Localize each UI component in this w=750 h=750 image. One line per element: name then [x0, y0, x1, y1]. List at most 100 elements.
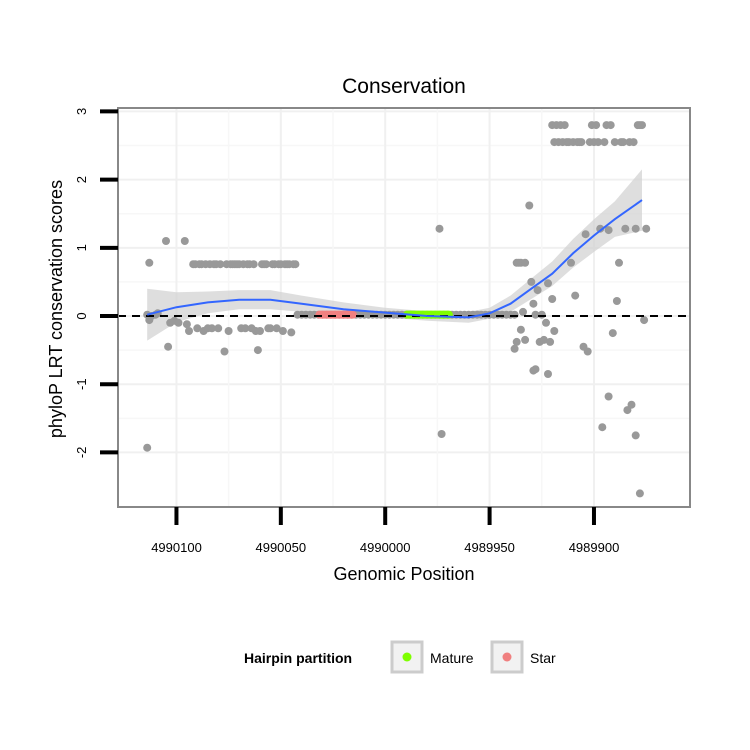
y-tick-label: 0 — [74, 312, 89, 319]
data-point — [435, 224, 444, 233]
legend-key-mature — [402, 652, 412, 662]
data-point — [621, 224, 630, 233]
panel-border — [117, 107, 691, 508]
data-point — [571, 291, 580, 300]
data-point — [629, 138, 638, 147]
y-tick-label: -2 — [74, 447, 89, 459]
data-point — [592, 121, 601, 130]
data-point — [253, 346, 262, 355]
data-point — [596, 224, 605, 233]
data-point — [640, 316, 649, 325]
x-tick-label: 4989900 — [569, 540, 620, 555]
x-axis-title: Genomic Position — [333, 564, 474, 584]
data-point — [510, 344, 519, 353]
data-point — [577, 138, 586, 147]
data-point — [278, 327, 287, 335]
data-point — [544, 370, 552, 378]
data-point — [249, 260, 258, 269]
data-point — [180, 237, 189, 245]
data-point — [527, 277, 536, 286]
data-point — [162, 237, 170, 245]
data-point — [510, 310, 519, 319]
data-point — [519, 307, 527, 316]
data-point — [287, 328, 296, 337]
data-point — [542, 318, 550, 327]
band-star — [315, 310, 357, 319]
data-point — [531, 365, 540, 374]
data-point — [185, 327, 193, 335]
data-point — [164, 342, 173, 351]
x-tick-label: 4990100 — [151, 540, 202, 555]
data-point — [642, 224, 651, 233]
data-point — [550, 327, 559, 335]
data-point — [548, 295, 557, 303]
data-point — [220, 347, 229, 356]
data-point — [241, 324, 250, 333]
y-tick-label: 1 — [74, 244, 89, 251]
y-tick-label: 3 — [74, 108, 89, 115]
data-point — [546, 337, 555, 346]
data-point — [638, 121, 646, 130]
data-point — [525, 201, 534, 210]
legend-title: Hairpin partition — [244, 650, 352, 666]
data-point — [631, 431, 640, 440]
legend: Hairpin partition Mature Star — [244, 640, 556, 674]
y-tick-label: -1 — [74, 378, 89, 390]
data-point — [600, 138, 609, 147]
data-point — [174, 318, 183, 327]
axis-ticks: -2 -1 0 1 2 3 4990100 4990050 4990000 4989950 4989… — [74, 108, 619, 555]
data-point — [272, 324, 281, 333]
data-point — [560, 121, 569, 130]
x-tick-label: 4990050 — [255, 540, 306, 555]
data-point — [604, 392, 613, 401]
y-tick-label: 2 — [74, 176, 89, 183]
data-point — [594, 138, 603, 147]
data-point — [531, 310, 540, 319]
data-point — [612, 297, 621, 305]
chart-title: Conservation — [342, 75, 466, 98]
data-point — [207, 324, 216, 333]
data-point — [224, 327, 233, 335]
data-point — [262, 260, 271, 269]
legend-label-star: Star — [530, 650, 556, 666]
data-point — [143, 443, 152, 452]
smooth-line — [146, 199, 643, 319]
data-point — [512, 337, 521, 346]
data-point — [291, 260, 300, 269]
data-point — [516, 325, 525, 334]
data-point — [604, 226, 613, 235]
smooth-line-layer — [146, 199, 643, 319]
data-point — [437, 430, 446, 438]
data-point — [608, 329, 617, 338]
data-point — [598, 423, 607, 432]
data-point — [145, 258, 154, 267]
data-point — [266, 324, 275, 333]
legend-label-mature: Mature — [430, 650, 474, 666]
data-point — [214, 324, 223, 333]
data-point — [567, 258, 575, 267]
legend-key-star — [502, 652, 512, 662]
data-point — [631, 224, 640, 233]
data-point — [256, 327, 264, 335]
data-point — [537, 310, 546, 319]
data-point — [182, 320, 191, 329]
data-point — [581, 230, 590, 239]
x-tick-label: 4990000 — [360, 540, 411, 555]
data-point — [619, 138, 628, 147]
data-point — [216, 260, 225, 269]
data-point — [533, 286, 542, 295]
data-point — [583, 347, 592, 356]
data-point — [606, 121, 615, 130]
data-point — [193, 324, 202, 333]
data-point — [544, 279, 552, 288]
x-tick-label: 4989950 — [464, 540, 515, 555]
data-point — [635, 489, 644, 498]
data-point — [615, 258, 623, 267]
data-point — [539, 335, 548, 344]
data-point — [521, 335, 530, 344]
data-point — [521, 258, 530, 267]
data-point — [610, 138, 619, 147]
data-point — [627, 400, 636, 409]
y-axis-title: phyloP LRT conservation scores — [46, 180, 66, 438]
